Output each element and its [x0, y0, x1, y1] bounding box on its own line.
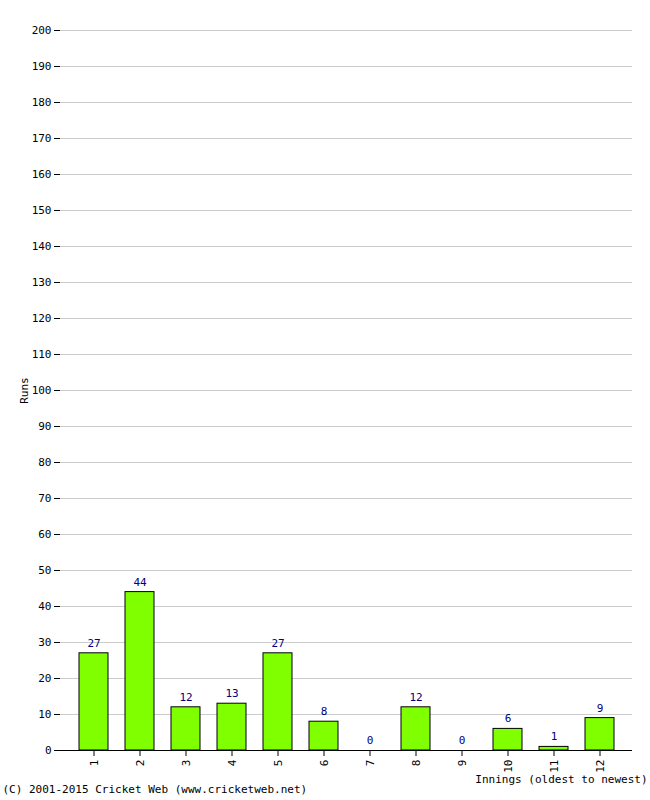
svg-text:20: 20 — [38, 672, 51, 685]
svg-text:8: 8 — [410, 760, 423, 767]
svg-text:30: 30 — [38, 636, 51, 649]
svg-text:12: 12 — [179, 691, 192, 704]
svg-text:(C) 2001-2015 Cricket Web (www: (C) 2001-2015 Cricket Web (www.cricketwe… — [3, 783, 308, 796]
svg-text:Runs: Runs — [18, 377, 31, 404]
svg-text:1: 1 — [551, 730, 558, 743]
svg-text:100: 100 — [32, 384, 52, 397]
svg-text:7: 7 — [364, 760, 377, 767]
svg-text:10: 10 — [38, 708, 51, 721]
svg-text:12: 12 — [409, 691, 422, 704]
svg-text:12: 12 — [594, 760, 607, 773]
svg-text:190: 190 — [32, 60, 52, 73]
svg-text:160: 160 — [32, 168, 52, 181]
svg-text:0: 0 — [367, 734, 374, 747]
svg-text:70: 70 — [38, 492, 51, 505]
svg-text:4: 4 — [226, 759, 239, 766]
svg-text:8: 8 — [321, 705, 328, 718]
svg-text:60: 60 — [38, 528, 51, 541]
svg-text:27: 27 — [87, 637, 100, 650]
svg-text:9: 9 — [456, 760, 469, 767]
svg-text:150: 150 — [32, 204, 52, 217]
svg-text:180: 180 — [32, 96, 52, 109]
svg-text:50: 50 — [38, 564, 51, 577]
svg-text:5: 5 — [272, 760, 285, 767]
svg-text:Innings (oldest to newest): Innings (oldest to newest) — [475, 773, 647, 786]
svg-text:140: 140 — [32, 240, 52, 253]
svg-text:0: 0 — [45, 744, 52, 757]
svg-text:170: 170 — [32, 132, 52, 145]
svg-text:200: 200 — [32, 24, 52, 37]
svg-text:9: 9 — [597, 702, 604, 715]
svg-text:1: 1 — [88, 760, 101, 767]
svg-text:80: 80 — [38, 456, 51, 469]
svg-text:10: 10 — [502, 760, 515, 773]
svg-text:3: 3 — [180, 760, 193, 767]
svg-text:13: 13 — [225, 687, 238, 700]
svg-text:40: 40 — [38, 600, 51, 613]
svg-text:120: 120 — [32, 312, 52, 325]
svg-text:6: 6 — [505, 712, 512, 725]
svg-text:11: 11 — [548, 760, 561, 773]
svg-text:90: 90 — [38, 420, 51, 433]
svg-text:0: 0 — [459, 734, 466, 747]
svg-text:130: 130 — [32, 276, 52, 289]
svg-text:27: 27 — [271, 637, 284, 650]
svg-text:2: 2 — [134, 760, 147, 767]
svg-text:6: 6 — [318, 760, 331, 767]
svg-text:44: 44 — [133, 576, 147, 589]
svg-text:110: 110 — [32, 348, 52, 361]
